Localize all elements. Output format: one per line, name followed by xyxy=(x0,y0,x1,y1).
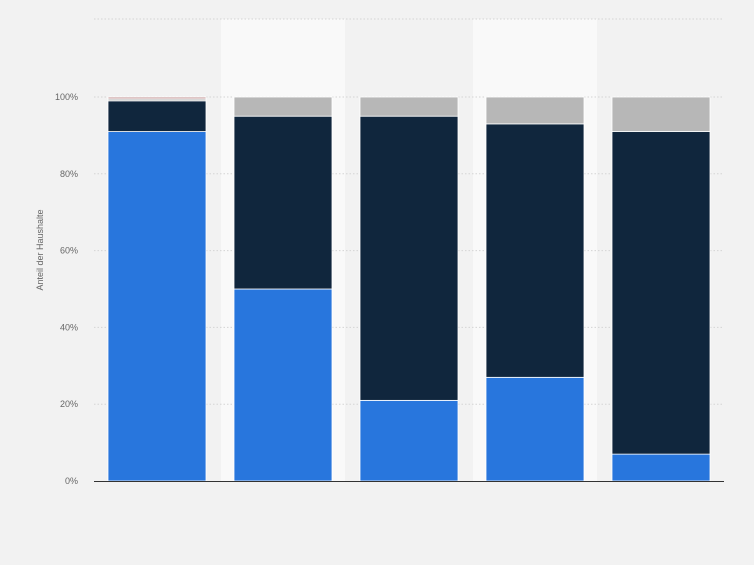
bar-segment xyxy=(233,288,333,482)
bar-segment xyxy=(485,376,585,482)
y-tick-label: 60% xyxy=(60,246,78,256)
bar-segment xyxy=(107,96,207,100)
bar-segment xyxy=(359,115,459,401)
bar-segment xyxy=(611,131,711,455)
y-tick-label: 100% xyxy=(55,92,78,102)
bar-segment xyxy=(359,96,459,117)
bar-segment xyxy=(485,123,585,378)
bar-segment xyxy=(233,96,333,117)
y-axis-label: Anteil der Haushalte xyxy=(35,209,45,290)
y-tick-label: 20% xyxy=(60,399,78,409)
y-tick-label: 80% xyxy=(60,169,78,179)
y-tick-label: 0% xyxy=(65,476,78,486)
bar-segment xyxy=(611,453,711,482)
y-axis-ticks: 0% 20% 40% 60% 80% 100% xyxy=(55,92,78,486)
bar-segment xyxy=(107,131,207,482)
y-tick-label: 40% xyxy=(60,322,78,332)
bar-segment xyxy=(107,100,207,132)
bar-segment xyxy=(611,96,711,132)
bar-segment xyxy=(233,115,333,290)
bar-segment xyxy=(359,399,459,482)
bars xyxy=(107,96,711,482)
bar-segment xyxy=(485,96,585,125)
